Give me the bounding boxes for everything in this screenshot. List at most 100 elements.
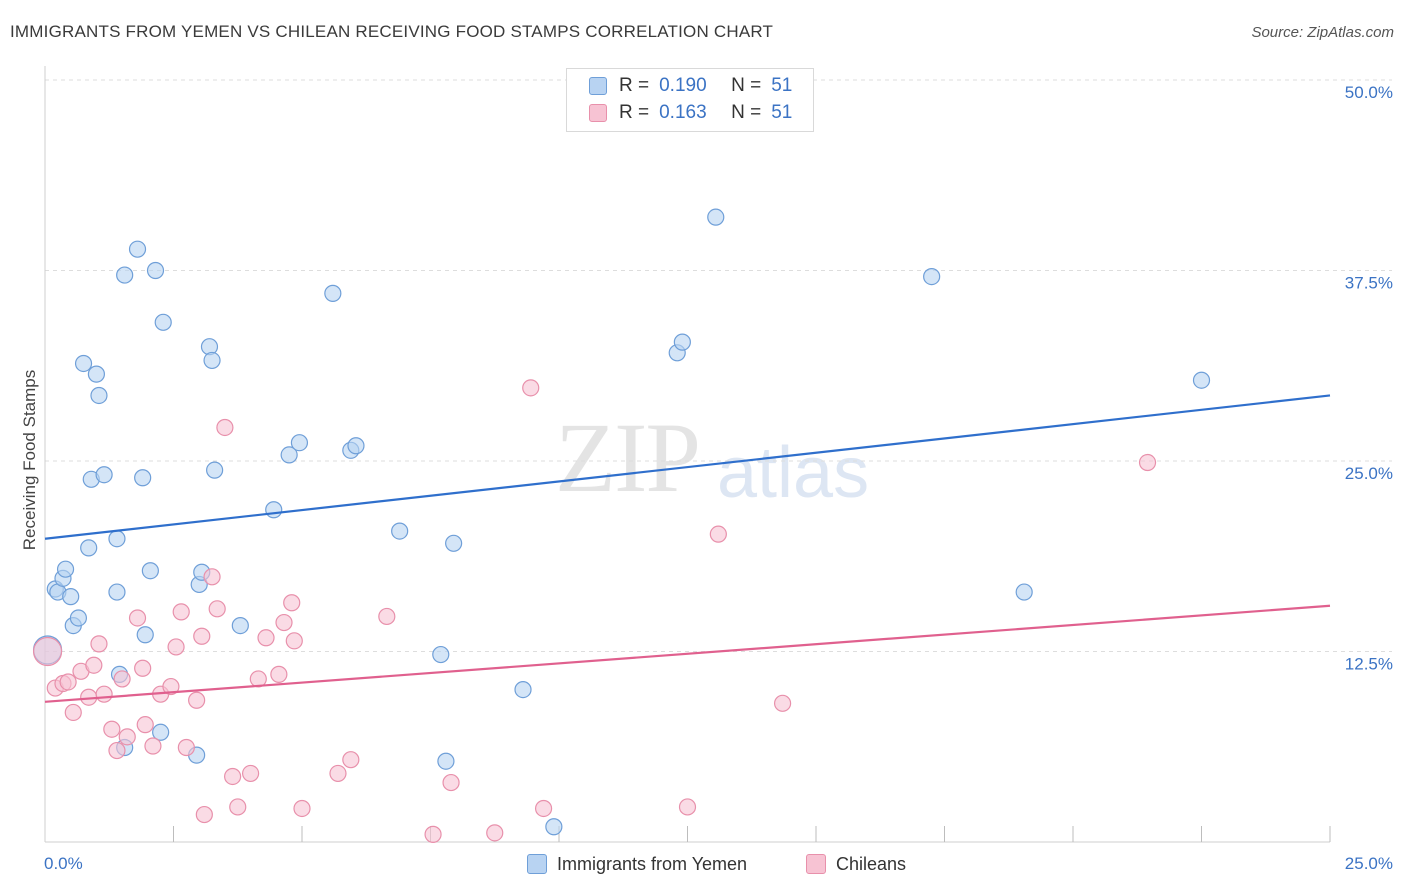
y-tick-label: 50.0% [1345, 83, 1393, 102]
yemen-point [154, 313, 172, 331]
chilean-point [442, 773, 460, 792]
legend-n-value: 51 [771, 102, 793, 123]
correlation-legend: R = 0.190 N = 51 R = 0.163 N = 51 [566, 68, 814, 132]
chilean-point [773, 694, 792, 712]
chilean-point [275, 613, 293, 632]
chilean-point [270, 665, 288, 683]
legend-row-yemen: R = 0.190 N = 51 [589, 74, 792, 98]
x-tick-label: 25.0% [1345, 854, 1393, 873]
legend-n-label: N = [731, 102, 762, 123]
chilean-point [678, 798, 697, 816]
yemen-point [69, 609, 88, 627]
points-layer [32, 208, 1211, 843]
yemen-point [923, 267, 941, 286]
chilean-point [283, 594, 301, 612]
chilean-point [242, 764, 260, 783]
legend-label-chileans: Chileans [836, 853, 907, 874]
yemen-point [545, 818, 563, 836]
chilean-point [162, 677, 180, 696]
tick-labels: 12.5% 25.0% 37.5% 50.0% 0.0% 25.0% [44, 83, 1393, 873]
chilean-point [203, 568, 221, 586]
yemen-point [347, 437, 365, 455]
legend-item-chileans[interactable]: Chileans [806, 851, 906, 877]
yemen-point [136, 626, 154, 644]
yemen-point [673, 333, 691, 351]
legend-item-yemen[interactable]: Immigrants from Yemen [527, 851, 747, 877]
chilean-point [193, 627, 211, 645]
yemen-point [203, 351, 221, 370]
chilean-point [118, 728, 136, 746]
chilean-point [216, 418, 234, 437]
chilean-point [522, 379, 540, 397]
chilean-point [59, 673, 77, 691]
chilean-point [329, 764, 347, 783]
chilean-point [424, 825, 442, 843]
chilean-point [95, 685, 113, 703]
yemen-point [141, 562, 159, 580]
x-tick-label: 0.0% [44, 854, 83, 873]
watermark-atlas: atlas [717, 433, 870, 513]
yemen-point [265, 501, 283, 519]
axis-layer [44, 66, 1331, 843]
chilean-point [709, 525, 727, 543]
legend-swatch-chileans [806, 854, 826, 874]
yemen-point [128, 240, 147, 258]
legend-r-value: 0.190 [659, 75, 707, 96]
legend-r-label: R = [619, 102, 650, 123]
chilean-point [195, 805, 213, 824]
grid-layer [45, 79, 1392, 652]
chilean-point [224, 767, 242, 786]
yemen-point [90, 386, 108, 405]
legend-r-value: 0.163 [659, 102, 707, 123]
chilean-point [229, 798, 247, 816]
y-tick-label: 37.5% [1345, 274, 1393, 293]
chilean-point [167, 638, 185, 656]
chilean-trend-line [44, 604, 1331, 703]
chilean-point [486, 824, 504, 842]
chilean-point [177, 738, 195, 757]
yemen-point [108, 530, 126, 548]
chilean-point [1138, 453, 1157, 472]
legend-label-yemen: Immigrants from Yemen [557, 853, 748, 874]
chilean-point [188, 691, 206, 709]
legend-n-value: 51 [771, 75, 793, 96]
chilean-point [144, 737, 162, 755]
chilean-point [257, 629, 275, 647]
yemen-point [707, 208, 725, 226]
yemen-point [152, 723, 170, 741]
chart-title: IMMIGRANTS FROM YEMEN VS CHILEAN RECEIVI… [10, 22, 774, 41]
chilean-point [90, 635, 108, 653]
trend-layer [44, 394, 1331, 703]
legend-swatch-yemen [527, 854, 547, 874]
yemen-point [108, 583, 126, 601]
chilean-point [128, 609, 147, 627]
chilean-point [172, 603, 190, 621]
yemen-point [324, 284, 342, 302]
yemen-point [391, 522, 409, 540]
chilean-point [293, 799, 311, 818]
chilean-point [108, 741, 126, 760]
yemen-point [146, 261, 165, 280]
yemen-point [437, 752, 455, 770]
chilean-point [134, 659, 152, 677]
yemen-point [432, 645, 450, 664]
yemen-trend-line [44, 394, 1331, 540]
y-tick-label: 25.0% [1345, 464, 1393, 483]
legend-row-chileans: R = 0.163 N = 51 [589, 101, 792, 125]
yemen-point [80, 539, 98, 557]
legend-swatch-chileans [589, 104, 607, 122]
chilean-point [113, 670, 131, 688]
chilean-point [103, 720, 121, 738]
yemen-point [62, 588, 80, 606]
yemen-point [95, 466, 113, 484]
chilean-point [285, 632, 303, 650]
yemen-point [74, 354, 93, 373]
yemen-point [445, 534, 463, 552]
chilean-point [378, 607, 396, 626]
yemen-point [87, 365, 106, 383]
legend-r-label: R = [619, 75, 650, 96]
yemen-point [206, 461, 224, 479]
chilean-point [64, 703, 82, 722]
yemen-point [280, 446, 298, 464]
